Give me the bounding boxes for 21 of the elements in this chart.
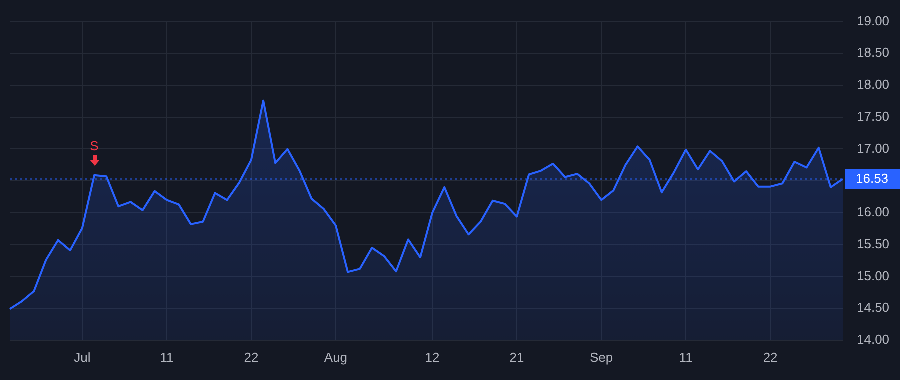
y-tick-label: 17.00 (857, 140, 890, 156)
x-tick-label: 12 (425, 350, 440, 365)
y-tick-label: 18.50 (857, 45, 890, 60)
y-tick-label: 17.50 (857, 108, 890, 124)
y-tick-label: 19.00 (857, 13, 890, 28)
annotation: S (90, 138, 100, 154)
x-tick-label: Jul (74, 350, 91, 365)
x-tick-label: 11 (160, 350, 174, 365)
y-tick-label: 14.50 (857, 300, 890, 316)
y-tick-label: 18.00 (857, 77, 890, 92)
x-tick-label: 21 (510, 350, 524, 365)
x-tick-label: Aug (324, 350, 348, 365)
x-tick-label: 11 (679, 350, 693, 365)
x-tick-label: 22 (763, 350, 778, 365)
ref-line-label: 16.53 (856, 170, 889, 186)
y-tick-label: 14.00 (857, 332, 890, 347)
x-tick-label: 22 (244, 350, 259, 365)
y-tick-label: 15.50 (857, 236, 890, 252)
y-tick-label: 16.00 (857, 204, 890, 220)
y-tick-label: 15.00 (857, 268, 890, 284)
x-tick-label: Sep (590, 350, 614, 365)
